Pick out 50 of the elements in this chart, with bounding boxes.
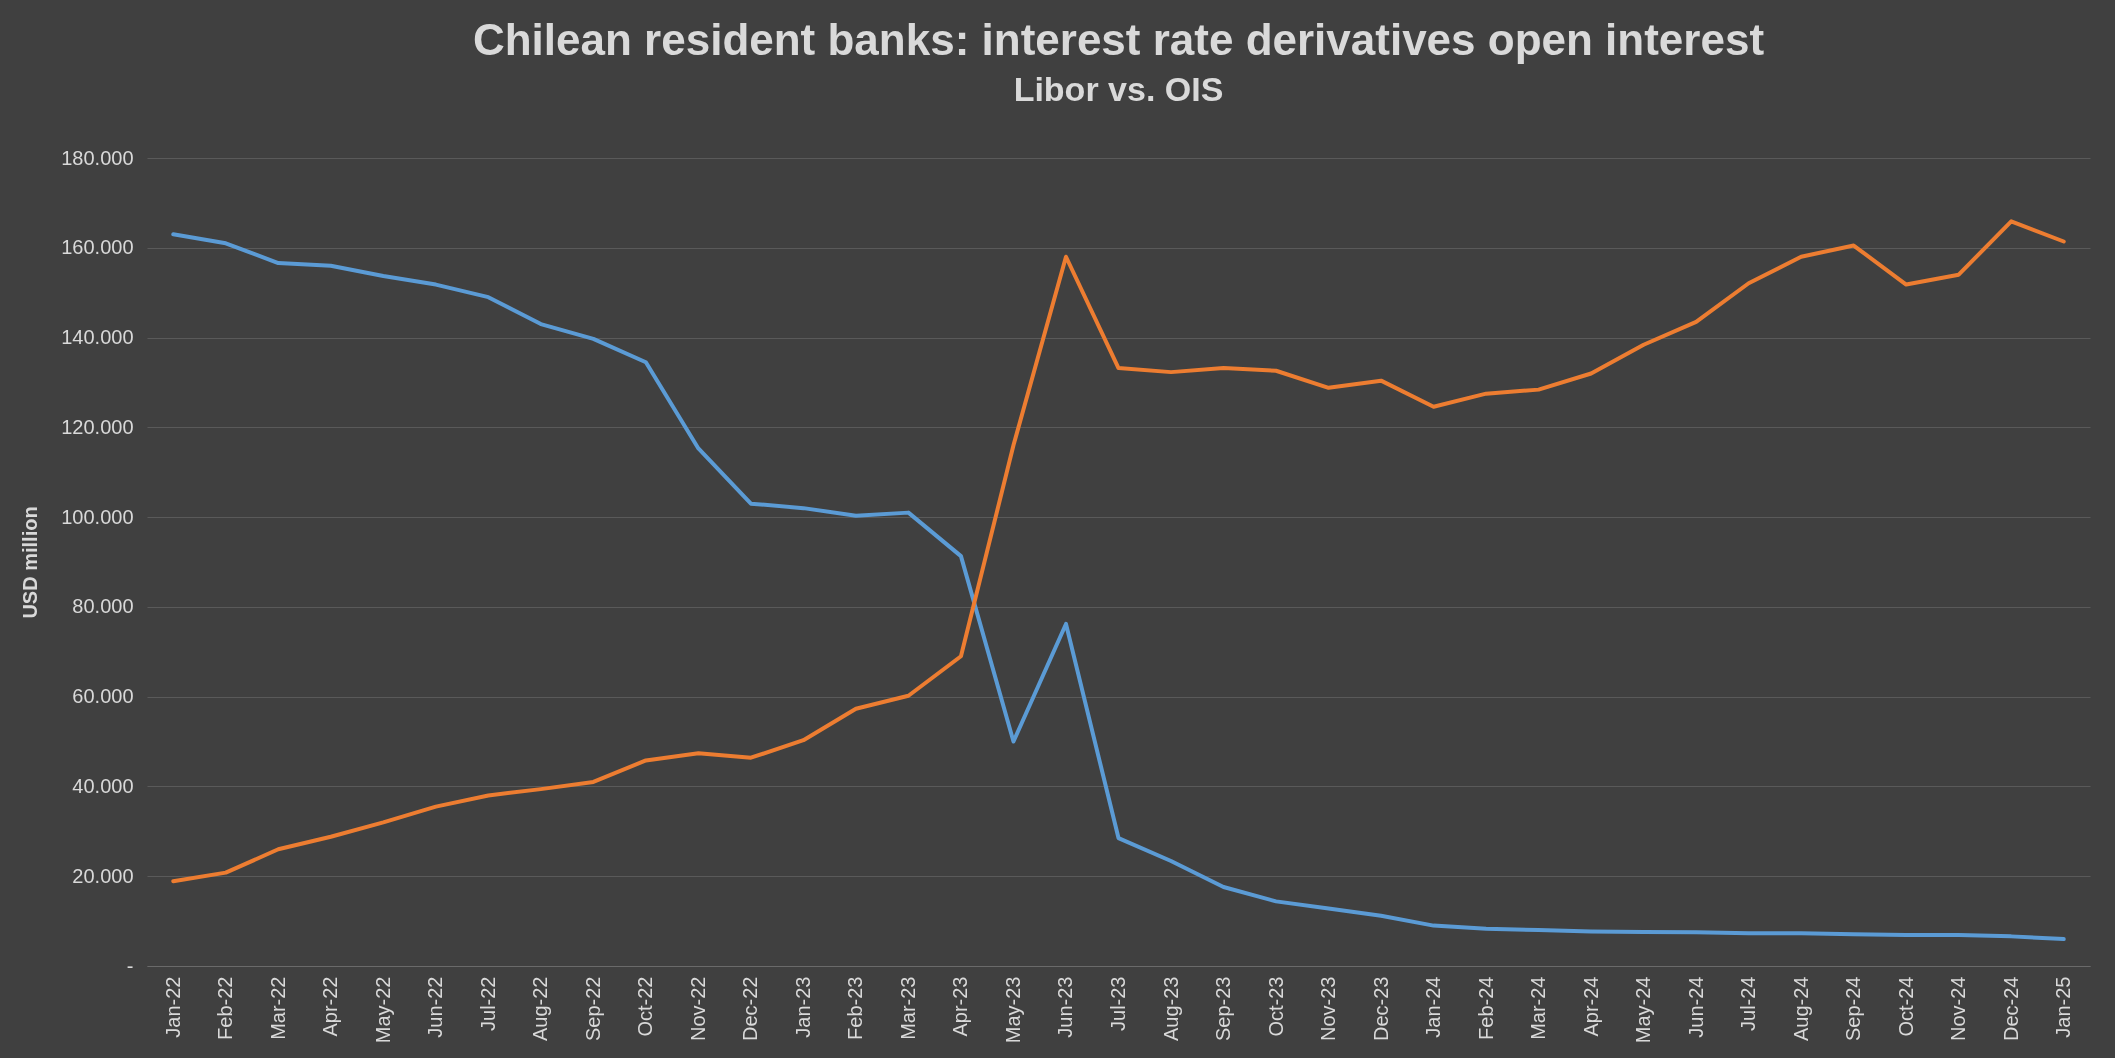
x-tick-label: Aug-24 — [1789, 976, 1812, 1041]
x-tick-label: May-23 — [1001, 976, 1024, 1044]
x-tick-label: Jan-23 — [791, 976, 814, 1038]
x-tick-label: Jul-24 — [1737, 976, 1760, 1031]
x-tick-label: Sep-23 — [1212, 976, 1235, 1041]
x-tick-label: Apr-23 — [949, 976, 972, 1037]
x-tick-label: Jun-22 — [424, 976, 447, 1038]
y-tick-label: 160.000 — [61, 236, 134, 259]
x-tick-label: Oct-24 — [1894, 976, 1917, 1037]
x-tick-label: Aug-22 — [529, 976, 552, 1041]
x-tick-label: Dec-22 — [739, 976, 762, 1041]
x-tick-label: Aug-23 — [1159, 976, 1182, 1041]
y-tick-label: 20.000 — [72, 864, 134, 887]
x-tick-label: Sep-22 — [581, 976, 604, 1041]
x-tick-label: Sep-24 — [1842, 976, 1865, 1041]
y-tick-label: 120.000 — [61, 415, 134, 438]
x-tick-label: Mar-23 — [896, 976, 919, 1040]
y-axis-title: USD million — [19, 506, 42, 619]
x-tick-label: Jun-23 — [1054, 976, 1077, 1038]
x-tick-label: Feb-24 — [1474, 976, 1497, 1040]
x-tick-label: Mar-24 — [1527, 976, 1550, 1040]
chart-subtitle: Libor vs. OIS — [1013, 70, 1224, 108]
x-tick-label: Nov-23 — [1317, 976, 1340, 1041]
x-tick-label: Nov-24 — [1947, 976, 1970, 1041]
x-tick-label: Jul-22 — [476, 976, 499, 1031]
y-tick-label: 100.000 — [61, 505, 134, 528]
chart-title: Chilean resident banks: interest rate derivatives open interest — [472, 15, 1765, 64]
x-tick-label: Jan-25 — [2052, 976, 2075, 1038]
y-tick-label: 180.000 — [61, 146, 134, 169]
y-tick-label: 40.000 — [72, 774, 134, 797]
x-tick-label: Oct-23 — [1264, 976, 1287, 1037]
y-tick-label: 60.000 — [72, 685, 134, 708]
x-tick-label: Feb-23 — [844, 976, 867, 1040]
y-tick-label: 140.000 — [61, 326, 134, 349]
x-tick-label: Jul-23 — [1107, 976, 1129, 1031]
x-tick-label: Dec-24 — [1999, 976, 2022, 1041]
x-tick-label: Apr-24 — [1579, 976, 1602, 1037]
x-tick-label: May-24 — [1632, 976, 1655, 1044]
x-tick-label: Dec-23 — [1369, 976, 1392, 1041]
x-tick-label: Jan-24 — [1422, 976, 1445, 1038]
x-tick-label: Oct-22 — [634, 976, 657, 1037]
x-tick-label: Apr-22 — [319, 976, 342, 1037]
x-tick-label: Jun-24 — [1684, 976, 1707, 1038]
y-tick-label: - — [126, 954, 134, 977]
x-tick-label: Nov-22 — [686, 976, 709, 1041]
x-tick-label: Feb-22 — [214, 976, 237, 1040]
x-tick-label: May-22 — [371, 976, 394, 1044]
x-tick-label: Jan-22 — [161, 976, 184, 1038]
x-tick-label: Mar-22 — [266, 976, 289, 1040]
y-tick-label: 80.000 — [72, 595, 134, 618]
